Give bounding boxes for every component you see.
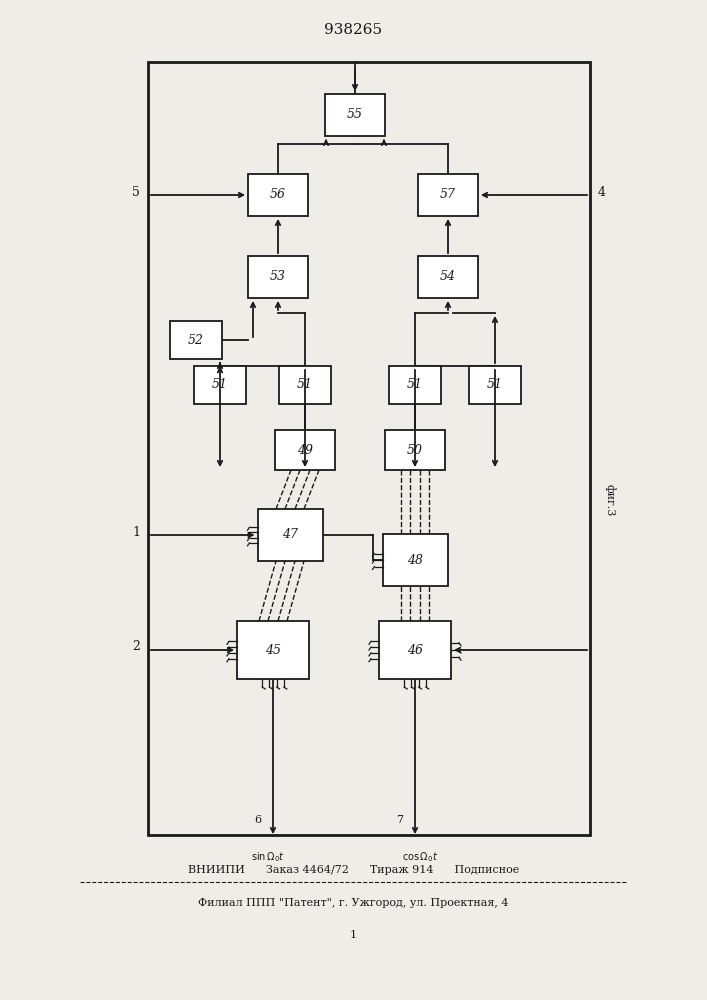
Bar bbox=[389, 366, 441, 404]
Text: 46: 46 bbox=[407, 644, 423, 656]
Bar bbox=[469, 366, 521, 404]
Bar bbox=[385, 430, 445, 470]
Text: 7: 7 bbox=[397, 815, 404, 825]
Bar bbox=[257, 509, 322, 561]
Text: 54: 54 bbox=[440, 270, 456, 284]
Text: 2: 2 bbox=[132, 641, 140, 654]
Bar bbox=[418, 174, 478, 216]
Text: Филиал ППП "Патент", г. Ужгород, ул. Проектная, 4: Филиал ППП "Патент", г. Ужгород, ул. Про… bbox=[198, 898, 509, 908]
Text: 4: 4 bbox=[598, 186, 606, 198]
Text: 5: 5 bbox=[132, 186, 140, 198]
Text: 45: 45 bbox=[265, 644, 281, 656]
Text: 938265: 938265 bbox=[325, 23, 382, 37]
Text: 47: 47 bbox=[282, 528, 298, 542]
Text: 55: 55 bbox=[347, 108, 363, 121]
Text: 51: 51 bbox=[212, 378, 228, 391]
Bar bbox=[248, 174, 308, 216]
Text: ВНИИПИ      Заказ 4464/72      Тираж 914      Подписное: ВНИИПИ Заказ 4464/72 Тираж 914 Подписное bbox=[188, 865, 519, 875]
Text: 56: 56 bbox=[270, 188, 286, 202]
Text: 50: 50 bbox=[407, 444, 423, 456]
Text: 48: 48 bbox=[407, 554, 423, 566]
Text: 51: 51 bbox=[297, 378, 313, 391]
Bar bbox=[170, 321, 222, 359]
Bar bbox=[279, 366, 331, 404]
Text: 49: 49 bbox=[297, 444, 313, 456]
Text: $\cos\Omega_0 t$: $\cos\Omega_0 t$ bbox=[402, 850, 438, 864]
Bar bbox=[382, 534, 448, 586]
Bar bbox=[237, 621, 309, 679]
Bar bbox=[194, 366, 246, 404]
Bar bbox=[325, 94, 385, 136]
Text: 57: 57 bbox=[440, 188, 456, 202]
Bar bbox=[418, 256, 478, 298]
Text: $\sin\Omega_0 t$: $\sin\Omega_0 t$ bbox=[251, 850, 285, 864]
Text: 51: 51 bbox=[407, 378, 423, 391]
Text: 53: 53 bbox=[270, 270, 286, 284]
Text: 51: 51 bbox=[487, 378, 503, 391]
Text: 1: 1 bbox=[132, 526, 140, 538]
Text: фиг.3: фиг.3 bbox=[604, 484, 615, 516]
Text: 52: 52 bbox=[188, 334, 204, 347]
Bar bbox=[248, 256, 308, 298]
Bar bbox=[275, 430, 335, 470]
Text: 1: 1 bbox=[350, 930, 357, 940]
Bar bbox=[148, 62, 590, 835]
Bar bbox=[379, 621, 451, 679]
Text: 6: 6 bbox=[255, 815, 262, 825]
